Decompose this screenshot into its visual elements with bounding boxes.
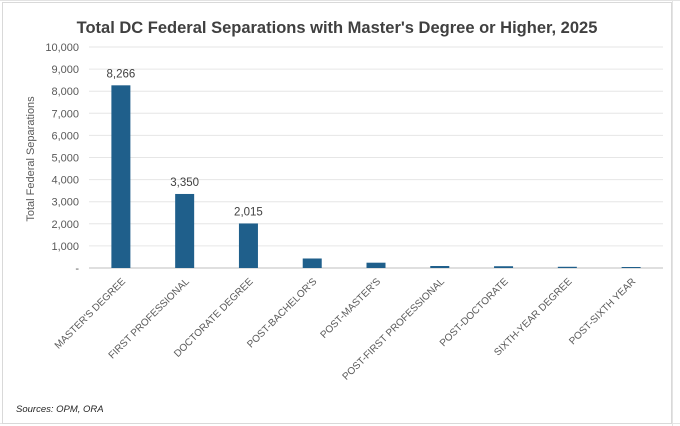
data-label: 2,015 bbox=[234, 206, 263, 218]
category-label: POST-DOCTORATE bbox=[438, 276, 511, 349]
bar bbox=[366, 262, 386, 268]
gridlines bbox=[89, 46, 663, 269]
category-label: POST-MASTER'S bbox=[319, 276, 384, 341]
y-tick-label: 4,000 bbox=[51, 175, 79, 187]
y-tick-label: 8,000 bbox=[51, 86, 79, 98]
chart-title: Total DC Federal Separations with Master… bbox=[77, 19, 598, 37]
bars bbox=[111, 85, 641, 268]
category-label: MASTER'S DEGREE bbox=[53, 276, 128, 351]
category-label: POST-FIRST PROFESSIONAL bbox=[341, 276, 448, 383]
category-label: POST-SIXTH YEAR bbox=[567, 276, 638, 347]
y-tick-label: 1,000 bbox=[51, 241, 79, 253]
y-tick-label: 9,000 bbox=[51, 64, 79, 76]
data-label: 3,350 bbox=[170, 177, 199, 189]
bar bbox=[111, 85, 131, 268]
bar bbox=[621, 267, 641, 268]
bar bbox=[302, 258, 322, 268]
bar-chart: Total DC Federal Separations with Master… bbox=[25, 19, 663, 383]
sheet-gridline bbox=[672, 0, 673, 426]
category-label: POST-BACHELOR'S bbox=[245, 276, 319, 350]
y-tick-label: 5,000 bbox=[51, 153, 79, 165]
y-tick-label: 7,000 bbox=[51, 108, 79, 120]
y-axis-ticks: - 1,000 2,000 3,000 4,000 5,000 6,000 7,000 8,00… bbox=[45, 42, 79, 275]
y-axis-title: Total Federal Separations bbox=[25, 96, 37, 222]
data-labels: 8,266 3,350 2,015 bbox=[106, 68, 262, 218]
bar bbox=[430, 266, 450, 268]
bar bbox=[175, 193, 195, 268]
y-tick-label: 10,000 bbox=[45, 42, 79, 54]
y-tick-label: - bbox=[75, 263, 79, 275]
y-tick-label: 2,000 bbox=[51, 219, 79, 231]
data-label: 8,266 bbox=[106, 68, 135, 80]
bar bbox=[557, 266, 577, 268]
source-note: Sources: OPM, ORA bbox=[16, 404, 104, 415]
chart-area[interactable]: Total DC Federal Separations with Master… bbox=[2, 2, 672, 424]
y-tick-label: 6,000 bbox=[51, 130, 79, 142]
bar bbox=[238, 223, 258, 268]
y-tick-label: 3,000 bbox=[51, 197, 79, 209]
bar bbox=[494, 266, 514, 268]
